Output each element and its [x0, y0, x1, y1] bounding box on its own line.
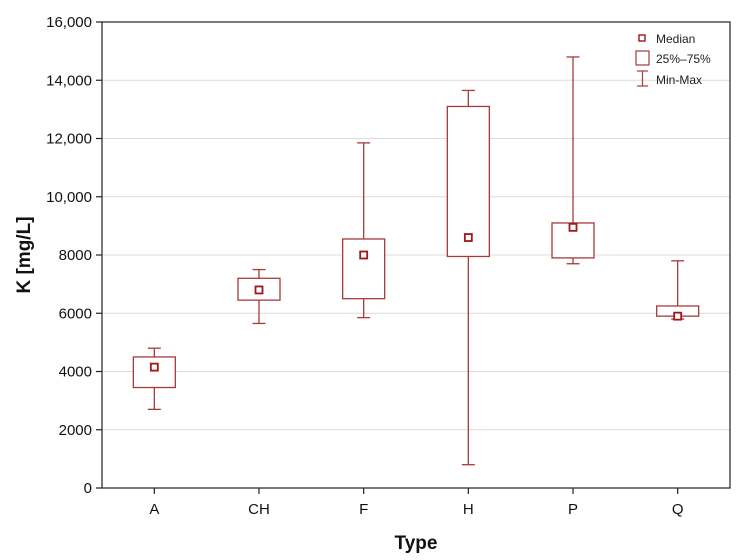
x-tick-label: F: [359, 501, 368, 518]
y-axis-title: K [mg/L]: [14, 216, 35, 293]
legend-box-marker: [635, 50, 650, 66]
x-axis-title: Type: [395, 533, 438, 554]
x-tick-label: CH: [248, 501, 270, 518]
legend: Median 25%–75% Min-Max: [635, 32, 711, 87]
iqr-box: [342, 238, 386, 300]
y-tick-label: 10,000: [46, 189, 92, 206]
box-series: [132, 56, 700, 466]
y-tick-label: 2000: [59, 422, 92, 439]
y-tick-label: 14,000: [46, 72, 92, 89]
box-p: [551, 56, 595, 265]
box-ch: [237, 268, 281, 325]
legend-box-label: 25%–75%: [656, 52, 711, 66]
median-marker: [359, 250, 369, 260]
y-tick-label: 16,000: [46, 14, 92, 31]
x-tick-label: Q: [672, 501, 684, 518]
y-tick-label: 12,000: [46, 131, 92, 148]
iqr-box: [446, 105, 490, 258]
median-marker: [568, 222, 578, 232]
x-tick-label: H: [463, 501, 474, 518]
legend-median-marker: [638, 34, 646, 42]
legend-median-label: Median: [656, 32, 695, 46]
y-tick-label: 6000: [59, 305, 92, 322]
median-marker: [254, 285, 264, 295]
x-axis-ticks: A CH F H P Q: [149, 488, 684, 518]
x-tick-label: A: [149, 501, 159, 518]
gridlines: [102, 79, 730, 431]
box-h: [446, 89, 490, 466]
box-f: [342, 142, 386, 319]
legend-whisker-label: Min-Max: [656, 73, 702, 87]
median-marker: [673, 311, 683, 321]
y-tick-label: 8000: [59, 247, 92, 264]
box-q: [656, 260, 700, 321]
y-tick-label: 4000: [59, 364, 92, 381]
box-a: [132, 347, 176, 411]
median-marker: [463, 233, 473, 242]
x-tick-label: P: [568, 501, 578, 518]
y-axis-ticks: 0 2000 4000 6000 8000 10,000 12,000 14,000 16,00…: [46, 14, 102, 497]
iqr-box: [132, 356, 176, 389]
median-marker: [149, 362, 159, 372]
y-tick-label: 0: [84, 480, 92, 497]
